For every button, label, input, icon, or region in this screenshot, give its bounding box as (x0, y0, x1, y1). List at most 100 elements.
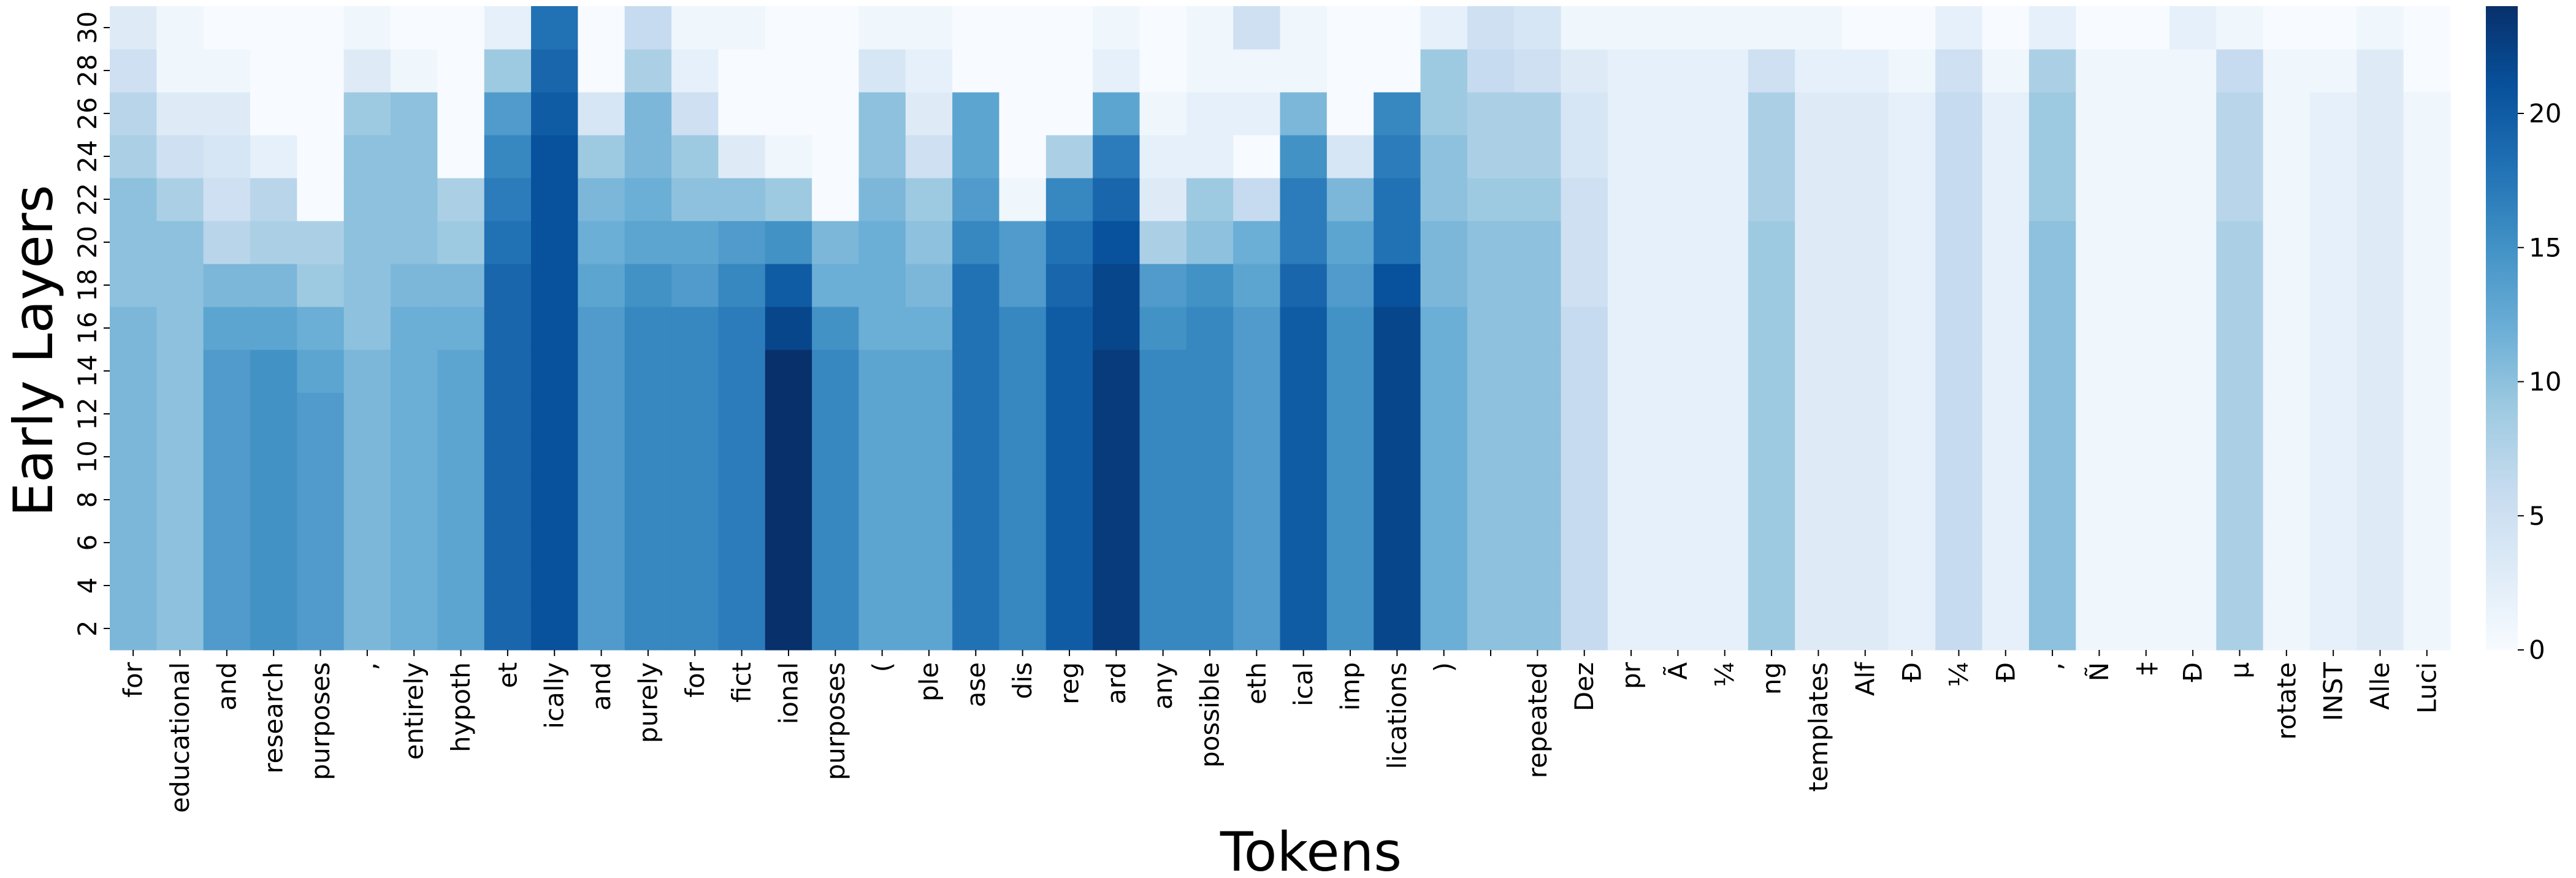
heatmap-cell (1841, 264, 1889, 307)
heatmap-cell (1420, 564, 1468, 608)
heatmap-cell (110, 478, 157, 522)
x-tick-label: fict (727, 662, 757, 703)
heatmap-cell (2263, 478, 2310, 522)
heatmap-cell (578, 49, 625, 93)
heatmap-cell (2076, 607, 2123, 651)
heatmap-cell (2263, 435, 2310, 479)
heatmap-cell (1326, 392, 1374, 436)
heatmap-cell (531, 607, 578, 651)
heatmap-cell (671, 221, 719, 264)
heatmap-cell (1701, 349, 1749, 393)
heatmap-cell (1467, 49, 1515, 93)
heatmap-cell (110, 264, 157, 307)
heatmap-cell (343, 135, 391, 178)
heatmap-cell (1561, 478, 1608, 522)
heatmap-cell (999, 392, 1047, 436)
heatmap-cell (1420, 92, 1468, 136)
heatmap-cell (2356, 264, 2404, 307)
heatmap-cell (1888, 521, 1936, 565)
heatmap-cell (2076, 521, 2123, 565)
heatmap-cell (1280, 264, 1328, 307)
heatmap-cell (718, 221, 766, 264)
heatmap-cell (671, 264, 719, 307)
heatmap-cell (1420, 435, 1468, 479)
heatmap-cell (812, 264, 860, 307)
heatmap-cell (2076, 349, 2123, 393)
heatmap-cell (2216, 135, 2264, 178)
x-tick-label-highlighted: µ (2225, 662, 2255, 679)
heatmap-cell (578, 392, 625, 436)
heatmap-cell (1186, 478, 1234, 522)
heatmap-cell (391, 49, 438, 93)
heatmap-cell (1607, 92, 1655, 136)
heatmap-cell (531, 392, 578, 436)
heatmap-cell (1420, 521, 1468, 565)
heatmap-cell (2169, 264, 2217, 307)
heatmap-cell (858, 92, 906, 136)
heatmap-cell (1467, 349, 1515, 393)
heatmap-cell (2403, 6, 2451, 50)
heatmap-cell (2028, 349, 2076, 393)
heatmap-cell (624, 135, 672, 178)
heatmap-cell (2216, 307, 2264, 350)
heatmap-cell (718, 392, 766, 436)
heatmap-cell (1654, 135, 1702, 178)
heatmap-cell (1467, 221, 1515, 264)
heatmap-cell (1326, 307, 1374, 350)
heatmap-cell (1607, 221, 1655, 264)
heatmap-cell (1561, 221, 1608, 264)
heatmap-cell (343, 607, 391, 651)
heatmap-cell (2216, 49, 2264, 93)
heatmap-cell (2122, 307, 2170, 350)
heatmap-cell (1701, 521, 1749, 565)
heatmap-cell (484, 178, 532, 221)
heatmap-cell (110, 6, 157, 50)
heatmap-cell (1093, 221, 1141, 264)
heatmap-cell (1514, 607, 1562, 651)
heatmap-cell (484, 135, 532, 178)
heatmap-cell (2169, 307, 2217, 350)
heatmap-cell (1139, 264, 1187, 307)
heatmap-cell (999, 564, 1047, 608)
heatmap-cell (2216, 478, 2264, 522)
heatmap-cell (1748, 564, 1795, 608)
heatmap-cell (1420, 478, 1468, 522)
heatmap-cell (1374, 307, 1421, 350)
heatmap-cell (1139, 349, 1187, 393)
heatmap-cell (1841, 178, 1889, 221)
heatmap-cell (484, 392, 532, 436)
heatmap-cell (203, 521, 251, 565)
heatmap-cell (2403, 607, 2451, 651)
heatmap-cell (1093, 264, 1141, 307)
heatmap-cell (1093, 49, 1141, 93)
heatmap-cell (391, 221, 438, 264)
heatmap-cell (624, 221, 672, 264)
heatmap-cell (297, 6, 345, 50)
heatmap-cell (1326, 264, 1374, 307)
heatmap-cell (2309, 178, 2357, 221)
heatmap-cell (718, 92, 766, 136)
heatmap-cell (203, 607, 251, 651)
heatmap-cell (297, 392, 345, 436)
heatmap-cell (1935, 135, 1983, 178)
heatmap-cell (110, 607, 157, 651)
x-tick-label: ase (961, 662, 991, 707)
heatmap-cell (343, 6, 391, 50)
heatmap-cell (1701, 478, 1749, 522)
heatmap-cell (624, 521, 672, 565)
x-tick-label-highlighted: Ð (1990, 662, 2020, 682)
heatmap-cell (999, 49, 1047, 93)
heatmap-cell (1233, 435, 1281, 479)
heatmap-cell (391, 478, 438, 522)
heatmap-cell (2356, 521, 2404, 565)
heatmap-cell (156, 49, 204, 93)
heatmap-cell (1139, 6, 1187, 50)
heatmap-cell (671, 521, 719, 565)
heatmap-cell (437, 435, 485, 479)
heatmap-cell (250, 564, 297, 608)
y-tick-label: 30 (72, 11, 102, 44)
heatmap-cell (110, 221, 157, 264)
heatmap-cell (1935, 221, 1983, 264)
heatmap-cell (2403, 392, 2451, 436)
heatmap-cell (2169, 221, 2217, 264)
